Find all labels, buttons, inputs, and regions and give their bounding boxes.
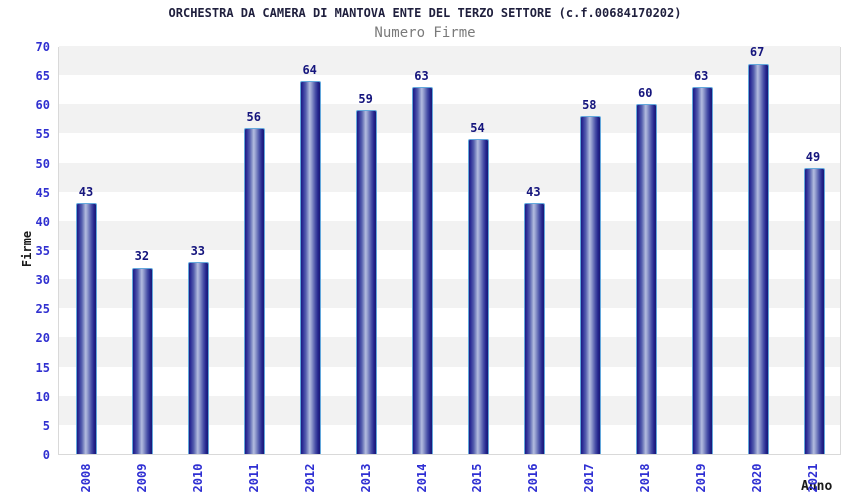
x-tick-label: 2017	[582, 463, 597, 493]
bar-value-label: 43	[526, 185, 541, 200]
bar	[523, 203, 545, 454]
background-band	[59, 366, 840, 396]
bar	[747, 63, 769, 454]
background-band	[59, 279, 840, 309]
bar	[467, 139, 489, 454]
bar	[635, 104, 657, 454]
y-tick-label: 60	[35, 98, 50, 113]
x-tick-label: 2018	[638, 463, 653, 493]
bar	[691, 86, 713, 454]
x-tick-label: 2011	[246, 463, 261, 493]
bar-value-label: 58	[582, 97, 597, 112]
y-tick-label: 50	[35, 156, 50, 171]
bar-value-label: 33	[190, 243, 206, 258]
background-band	[59, 191, 840, 221]
bar-value-label: 49	[805, 150, 821, 165]
bar	[579, 115, 601, 454]
x-tick-label: 2019	[694, 463, 709, 493]
bar	[244, 127, 266, 454]
x-tick-label: 2016	[526, 463, 541, 493]
x-tick-label: 2009	[134, 463, 149, 493]
y-tick-label: 55	[35, 127, 50, 142]
y-tick-label: 70	[35, 40, 50, 54]
x-tick-label: 2013	[358, 463, 373, 493]
x-tick-label: 2010	[190, 463, 205, 493]
bar	[76, 203, 98, 454]
x-tick-label: 2020	[750, 463, 765, 493]
background-band	[59, 337, 840, 367]
bar	[356, 110, 378, 454]
bar-value-label: 59	[358, 92, 373, 107]
bar-value-label: 32	[134, 249, 150, 264]
background-band	[59, 220, 840, 250]
y-tick-label: 25	[35, 302, 50, 317]
x-tick-label: 2008	[78, 463, 93, 493]
bar-value-label: 56	[246, 109, 261, 124]
bar-value-label: 43	[78, 185, 94, 200]
x-tick-label: 2012	[302, 463, 317, 493]
y-tick-label: 40	[35, 214, 50, 229]
x-tick-label: 2015	[470, 463, 485, 493]
background-band	[59, 75, 840, 105]
y-tick-label: 65	[35, 69, 50, 84]
chart-subtitle: Numero Firme	[374, 25, 476, 41]
bar	[803, 168, 825, 454]
bar-value-label: 63	[414, 68, 429, 83]
background-band	[59, 133, 840, 163]
chart-title: ORCHESTRA DA CAMERA DI MANTOVA ENTE DEL …	[168, 6, 682, 20]
background-band	[59, 308, 840, 338]
bar	[300, 80, 322, 454]
x-tick-label: 2014	[414, 463, 429, 493]
bar-value-label: 64	[302, 62, 317, 77]
bar-value-label: 54	[470, 121, 485, 136]
bar	[188, 261, 210, 454]
y-tick-label: 45	[35, 185, 50, 200]
y-tick-label: 20	[35, 331, 50, 346]
x-axis-title: Anno	[801, 479, 833, 494]
bar-value-label: 60	[638, 86, 653, 101]
y-tick-label: 0	[42, 448, 50, 462]
y-tick-label: 35	[35, 244, 50, 258]
y-tick-label: 10	[35, 389, 50, 404]
background-band	[59, 46, 840, 76]
y-tick-label: 5	[42, 418, 50, 433]
bar	[412, 86, 434, 454]
bar-value-label: 67	[749, 45, 765, 60]
y-tick-label: 15	[35, 360, 50, 375]
y-tick-label: 30	[35, 273, 50, 288]
plot-area	[58, 46, 841, 455]
background-band	[59, 104, 840, 134]
background-band	[59, 395, 840, 425]
x-tick-label: 2021	[806, 463, 821, 493]
bar-value-label: 63	[693, 68, 709, 83]
background-band	[59, 424, 840, 454]
background-band	[59, 250, 840, 280]
background-band	[59, 162, 840, 192]
bar	[132, 267, 154, 454]
